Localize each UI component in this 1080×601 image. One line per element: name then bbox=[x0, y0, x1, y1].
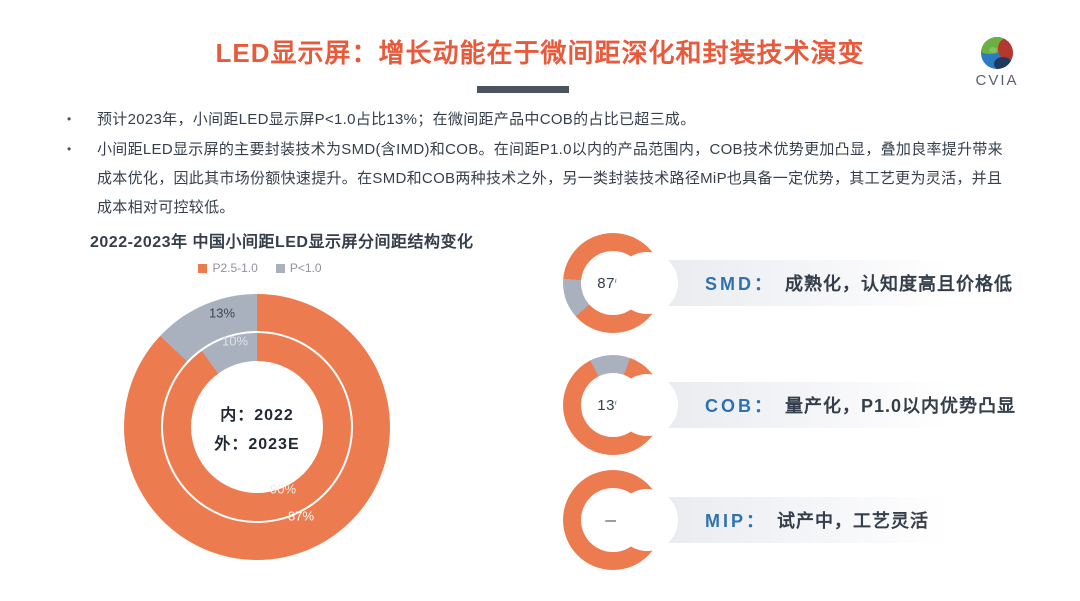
smd-callout-cap bbox=[616, 252, 678, 314]
title-underline bbox=[477, 86, 569, 93]
data-label-inner-orange: 90% bbox=[269, 481, 297, 497]
bullet-item: • 预计2023年，小间距LED显示屏P<1.0占比13%；在微间距产品中COB… bbox=[60, 105, 1012, 134]
donut-center-label: 内：2022 外：2023E bbox=[191, 361, 323, 493]
mip-acronym: MIP： bbox=[705, 511, 768, 531]
legend-swatch-orange bbox=[198, 263, 208, 273]
mip-desc: 试产中，工艺灵活 bbox=[777, 511, 930, 531]
logo-text: CVIA bbox=[975, 72, 1019, 89]
data-label-outer-gray: 13% bbox=[208, 305, 236, 321]
bullet-list: • 预计2023年，小间距LED显示屏P<1.0占比13%；在微间距产品中COB… bbox=[60, 105, 1012, 222]
legend-item: P<1.0 bbox=[275, 261, 322, 275]
bullet-dot-icon: • bbox=[67, 112, 72, 126]
smd-callout-bar bbox=[638, 260, 1040, 306]
cob-callout-bar bbox=[638, 382, 1040, 428]
smd-acronym: SMD： bbox=[705, 274, 775, 294]
bullet-text: 小间距LED显示屏的主要封装技术为SMD(含IMD)和COB。在间距P1.0以内… bbox=[97, 141, 1003, 216]
cvia-logo: CVIA bbox=[968, 36, 1026, 89]
legend-swatch-gray bbox=[275, 263, 285, 273]
bullet-dot-icon: • bbox=[67, 142, 72, 156]
mip-label: MIP： 试产中，工艺灵活 bbox=[705, 470, 929, 570]
legend-label: P2.5-1.0 bbox=[212, 261, 258, 275]
globe-icon bbox=[981, 37, 1013, 69]
page-title: LED显示屏：增长动能在于微间距深化和封装技术演变 bbox=[215, 38, 865, 68]
data-label-inner-gray: 10% bbox=[221, 333, 249, 349]
chart-title: 2022-2023年 中国小间距LED显示屏分间距结构变化 bbox=[90, 234, 474, 251]
cob-desc: 量产化，P1.0以内优势凸显 bbox=[785, 396, 1017, 416]
bullet-item: • 小间距LED显示屏的主要封装技术为SMD(含IMD)和COB。在间距P1.0… bbox=[60, 135, 1012, 222]
tech-row-cob: 13% COB： 量产化，P1.0以内优势凸显 bbox=[563, 355, 1080, 455]
data-label-outer-orange: 87% bbox=[287, 508, 315, 524]
legend-label: P<1.0 bbox=[289, 261, 322, 275]
bullet-text: 预计2023年，小间距LED显示屏P<1.0占比13%；在微间距产品中COB的占… bbox=[97, 111, 696, 128]
donut-center-line2: 外：2023E bbox=[214, 435, 300, 453]
cob-callout-cap bbox=[616, 374, 678, 436]
mip-callout-cap bbox=[616, 489, 678, 551]
cob-label: COB： 量产化，P1.0以内优势凸显 bbox=[705, 355, 1016, 455]
donut-center-line1: 内：2022 bbox=[220, 406, 294, 424]
chart-legend: P2.5-1.0 P<1.0 bbox=[110, 261, 410, 275]
smd-label: SMD： 成熟化，认知度高且价格低 bbox=[705, 233, 1013, 333]
cob-acronym: COB： bbox=[705, 396, 775, 416]
tech-row-mip: — MIP： 试产中，工艺灵活 bbox=[563, 470, 1080, 570]
mip-callout-bar bbox=[638, 497, 1040, 543]
tech-row-smd: 87% SMD： 成熟化，认知度高且价格低 bbox=[563, 233, 1080, 333]
donut-chart: 内：2022 外：2023E 13% 10% 90% 87% bbox=[124, 294, 390, 560]
smd-desc: 成熟化，认知度高且价格低 bbox=[785, 274, 1013, 294]
legend-item: P2.5-1.0 bbox=[198, 261, 258, 275]
